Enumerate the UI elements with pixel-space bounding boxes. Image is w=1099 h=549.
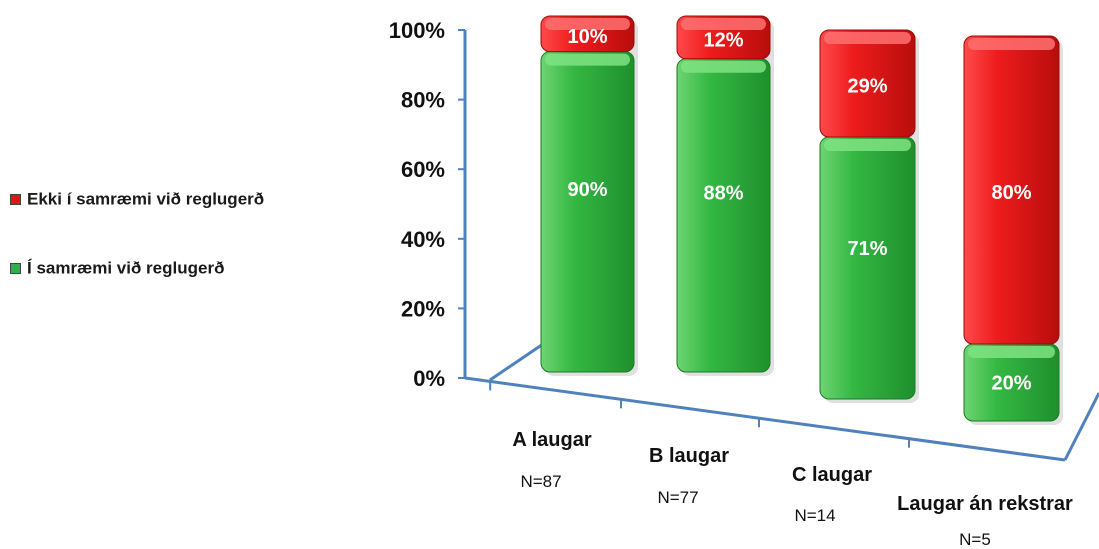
chart-axes: 0% 20% 40% 60% 80% 100% [389, 18, 1099, 462]
bar-top-highlight-red [824, 32, 911, 44]
legend-label-ekki: Ekki í samræmi við reglugerð [27, 189, 265, 209]
legend-label-i-samraemi: Í samræmi við reglugerð [27, 258, 225, 278]
bar-segment-green [819, 136, 916, 400]
bar-segment-green [540, 51, 635, 373]
x-category-note: N=14 [794, 506, 835, 525]
bar-top-highlight-red [968, 38, 1055, 50]
y-tick-label: 60% [401, 157, 445, 182]
y-tick-label: 20% [401, 296, 445, 321]
floor-right-edge [1063, 392, 1099, 461]
floor-left-edge [489, 338, 550, 382]
data-label-red: 80% [991, 182, 1031, 204]
x-category-label: B laugar [649, 445, 729, 467]
data-label-green: 88% [703, 183, 743, 205]
bar-segment-red [819, 29, 916, 138]
legend-item-i-samraemi: Í samræmi við reglugerð [10, 258, 224, 279]
x-category-note: N=5 [959, 530, 991, 549]
data-label-red: 12% [703, 29, 743, 51]
bar-top-highlight-red [681, 18, 766, 30]
y-tick-label: 0% [413, 366, 445, 391]
legend-swatch-red [10, 194, 21, 206]
bar-segment-red [963, 35, 1060, 345]
bar-top-highlight-green [681, 60, 766, 73]
x-axis-line [464, 376, 1066, 462]
legend-swatch-green [10, 263, 21, 275]
y-tick-label: 80% [401, 88, 445, 113]
data-label-green: 90% [567, 179, 607, 201]
x-category-label: Laugar án rekstrar [897, 493, 1073, 515]
data-label-red: 10% [567, 26, 607, 48]
y-tick-label: 100% [389, 18, 445, 43]
labels-group: 10% 90% 12% 88% 29% 71% 80% 20% A laugar N=87 B la… [512, 26, 1073, 549]
data-label-red: 29% [847, 76, 887, 98]
x-category-label: A laugar [512, 429, 591, 451]
bar-segment-green [676, 58, 771, 373]
x-category-note: N=77 [657, 488, 698, 507]
x-category-label: C laugar [792, 464, 872, 486]
bar-top-highlight-green [968, 346, 1055, 358]
bar-top-highlight-red [545, 18, 630, 30]
legend-item-ekki: Ekki í samræmi við reglugerð [10, 189, 264, 210]
x-category-note: N=87 [520, 472, 561, 491]
y-tick-label: 40% [401, 227, 445, 252]
data-label-green: 71% [847, 238, 887, 260]
bar-top-highlight-green [824, 139, 911, 152]
data-label-green: 20% [991, 373, 1031, 395]
bars-group [540, 15, 1063, 425]
bar-top-highlight-green [545, 53, 630, 66]
